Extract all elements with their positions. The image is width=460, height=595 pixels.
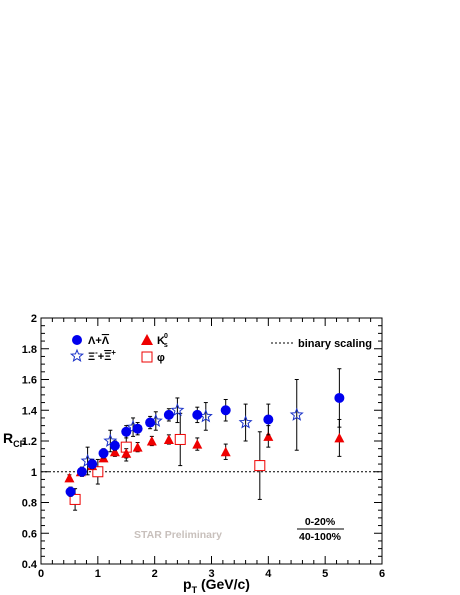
x-tick-label: 6 xyxy=(379,568,385,580)
data-point-xi xyxy=(238,415,253,429)
centrality-numerator: 0-20% xyxy=(305,516,336,528)
data-point-lambda xyxy=(109,440,120,451)
y-tick-label: 1.6 xyxy=(22,375,37,387)
y-axis-title: RCP xyxy=(3,430,26,449)
x-axis: 0 1 2 3 4 5 6 xyxy=(38,318,385,580)
y-tick-label: 1 xyxy=(31,467,37,479)
data-series xyxy=(64,368,345,511)
series-filled-circle xyxy=(65,368,345,497)
data-point-phi xyxy=(174,433,186,445)
centrality-denominator: 40-100% xyxy=(299,531,342,543)
legend-k0s-label: K0 s xyxy=(157,333,168,349)
data-point-lambda xyxy=(76,466,87,477)
x-tick-label: 2 xyxy=(152,568,158,580)
data-point-lambda xyxy=(334,392,345,403)
data-point-xi xyxy=(289,407,304,421)
y-tick-label: 1.8 xyxy=(22,344,37,356)
x-tick-label: 5 xyxy=(322,568,328,580)
y-tick-label: 2 xyxy=(31,313,37,325)
y-tick-label: 0.6 xyxy=(22,528,37,540)
data-point-phi xyxy=(69,493,81,505)
data-point-lambda xyxy=(220,405,231,416)
data-point-k0s xyxy=(132,442,143,452)
data-point-lambda xyxy=(263,414,274,425)
legend: Λ+Λ Ξ-+Ξ+ K0 s φ binary scaling xyxy=(69,333,372,364)
data-point-lambda xyxy=(192,409,203,420)
data-point-k0s xyxy=(163,434,174,444)
legend-lambda-marker xyxy=(72,335,82,345)
data-point-lambda xyxy=(65,486,76,497)
data-point-k0s xyxy=(334,432,345,443)
y-tick-label: 0.4 xyxy=(22,559,38,571)
data-point-lambda xyxy=(121,426,132,437)
data-point-k0s xyxy=(263,431,274,441)
series-open-square xyxy=(69,412,266,511)
x-tick-label: 1 xyxy=(95,568,101,580)
y-tick-label: 1.2 xyxy=(22,436,37,448)
data-point-k0s xyxy=(192,439,203,449)
data-point-lambda xyxy=(132,423,143,434)
data-point-k0s xyxy=(220,446,231,457)
data-point-lambda xyxy=(98,448,109,459)
series-open-star xyxy=(80,379,304,476)
y-tick-label: 0.8 xyxy=(22,498,37,510)
data-point-lambda xyxy=(163,409,174,420)
legend-k0s-marker xyxy=(141,334,153,345)
data-point-lambda xyxy=(87,459,98,470)
x-tick-label: 0 xyxy=(38,568,44,580)
legend-phi-label: φ xyxy=(157,352,165,364)
y-tick-label: 1.4 xyxy=(22,405,38,417)
x-tick-label: 4 xyxy=(265,568,272,580)
data-point-k0s xyxy=(146,436,157,446)
data-point-k0s xyxy=(64,472,75,483)
star-preliminary-watermark: STAR Preliminary xyxy=(134,529,222,541)
data-point-phi xyxy=(92,466,104,478)
data-point-xi xyxy=(170,402,185,417)
legend-lambda-label: Λ+Λ xyxy=(88,335,110,347)
legend-binary-scaling-label: binary scaling xyxy=(298,338,372,350)
x-tick-label: 3 xyxy=(208,568,214,580)
legend-phi-marker xyxy=(141,351,153,363)
legend-xi-marker xyxy=(69,348,85,362)
legend-xi-label: Ξ-+Ξ+ xyxy=(88,348,116,363)
data-point-k0s xyxy=(121,448,132,458)
data-point-lambda xyxy=(145,417,156,428)
data-point-k0s xyxy=(109,446,120,457)
data-point-phi xyxy=(254,460,266,472)
x-axis-title: pT (GeV/c) xyxy=(183,576,250,595)
